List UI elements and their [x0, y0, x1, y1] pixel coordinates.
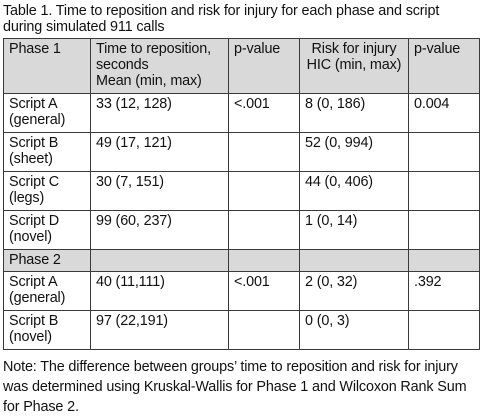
risk-cell: 8 (0, 186) [299, 93, 409, 133]
header-row: Phase 1 Time to reposition, seconds Mean… [3, 38, 480, 94]
script-name: Script C [9, 174, 59, 190]
note-line-1: Note: The difference between groups’ tim… [3, 359, 458, 375]
table-row: Script C (legs) 30 (7, 151) 44 (0, 406) [3, 171, 480, 211]
caption-line-2: during simulated 911 calls [3, 19, 165, 35]
table-row: Script B (sheet) 49 (17, 121) 52 (0, 994… [3, 132, 480, 172]
script-cell: Script A (general) [3, 93, 91, 133]
p-value-time-cell [228, 210, 300, 250]
p-value-time-cell [228, 310, 300, 350]
note-line-3: for Phase 2. [3, 399, 79, 415]
header-p-value-risk: p-value [408, 38, 480, 94]
script-name: Script B [9, 313, 59, 329]
script-cell: Script D (novel) [3, 210, 91, 250]
risk-cell: 2 (0, 32) [299, 271, 409, 311]
p-value-risk-cell [408, 171, 480, 211]
empty-cell [228, 249, 300, 272]
empty-cell [90, 249, 229, 272]
p-value-risk-cell [408, 310, 480, 350]
risk-cell: 0 (0, 3) [299, 310, 409, 350]
time-cell: 97 (22,191) [90, 310, 229, 350]
script-name: Script B [9, 135, 59, 151]
empty-cell [408, 249, 480, 272]
script-name: Script D [9, 213, 59, 229]
script-cell: Script B (sheet) [3, 132, 91, 172]
table-row: Script A (general) 33 (12, 128) <.001 8 … [3, 93, 480, 133]
header-p-value-time: p-value [228, 38, 300, 94]
script-cell: Script C (legs) [3, 171, 91, 211]
empty-cell [299, 249, 409, 272]
p-value-time-cell [228, 132, 300, 172]
script-cell: Script A (general) [3, 271, 91, 311]
time-cell: 99 (60, 237) [90, 210, 229, 250]
p-value-risk-cell: 0.004 [408, 93, 480, 133]
time-cell: 49 (17, 121) [90, 132, 229, 172]
p-value-time-cell: <.001 [228, 271, 300, 311]
results-table: Phase 1 Time to reposition, seconds Mean… [3, 38, 480, 350]
table-row: Script D (novel) 99 (60, 237) 1 (0, 14) [3, 210, 480, 250]
caption-line-1: Table 1. Time to reposition and risk for… [3, 3, 440, 19]
risk-cell: 1 (0, 14) [299, 210, 409, 250]
script-name: Script A [9, 96, 58, 112]
header-time-line-3: Mean (min, max) [96, 73, 202, 89]
script-description: (general) [9, 290, 66, 306]
time-cell: 33 (12, 128) [90, 93, 229, 133]
script-description: (novel) [9, 229, 52, 245]
header-risk-line-2: HIC (min, max) [306, 57, 402, 73]
script-description: (sheet) [9, 151, 53, 167]
time-cell: 40 (11,111) [90, 271, 229, 311]
table-row: Script B (novel) 97 (22,191) 0 (0, 3) [3, 310, 480, 350]
header-time-to-reposition: Time to reposition, seconds Mean (min, m… [90, 38, 229, 94]
header-time-line-2: seconds [96, 57, 149, 73]
p-value-time-cell [228, 171, 300, 211]
script-description: (novel) [9, 329, 52, 345]
p-value-risk-cell [408, 132, 480, 172]
p-value-risk-cell [408, 210, 480, 250]
script-description: (general) [9, 112, 66, 128]
table-note: Note: The difference between groups’ tim… [3, 357, 483, 417]
p-value-risk-cell: .392 [408, 271, 480, 311]
script-description: (legs) [9, 190, 45, 206]
risk-cell: 44 (0, 406) [299, 171, 409, 211]
table-caption: Table 1. Time to reposition and risk for… [3, 3, 481, 35]
note-line-2: was determined using Kruskal-Wallis for … [3, 379, 467, 395]
phase-2-header-row: Phase 2 [3, 249, 480, 272]
script-cell: Script B (novel) [3, 310, 91, 350]
header-phase-1: Phase 1 [3, 38, 91, 94]
header-risk-line-1: Risk for injury [311, 41, 397, 57]
time-cell: 30 (7, 151) [90, 171, 229, 211]
table-row: Script A (general) 40 (11,111) <.001 2 (… [3, 271, 480, 311]
script-name: Script A [9, 274, 58, 290]
header-risk-for-injury: Risk for injury HIC (min, max) [299, 38, 409, 94]
p-value-time-cell: <.001 [228, 93, 300, 133]
phase-2-label: Phase 2 [3, 249, 91, 272]
risk-cell: 52 (0, 994) [299, 132, 409, 172]
header-time-line-1: Time to reposition, [96, 41, 211, 57]
